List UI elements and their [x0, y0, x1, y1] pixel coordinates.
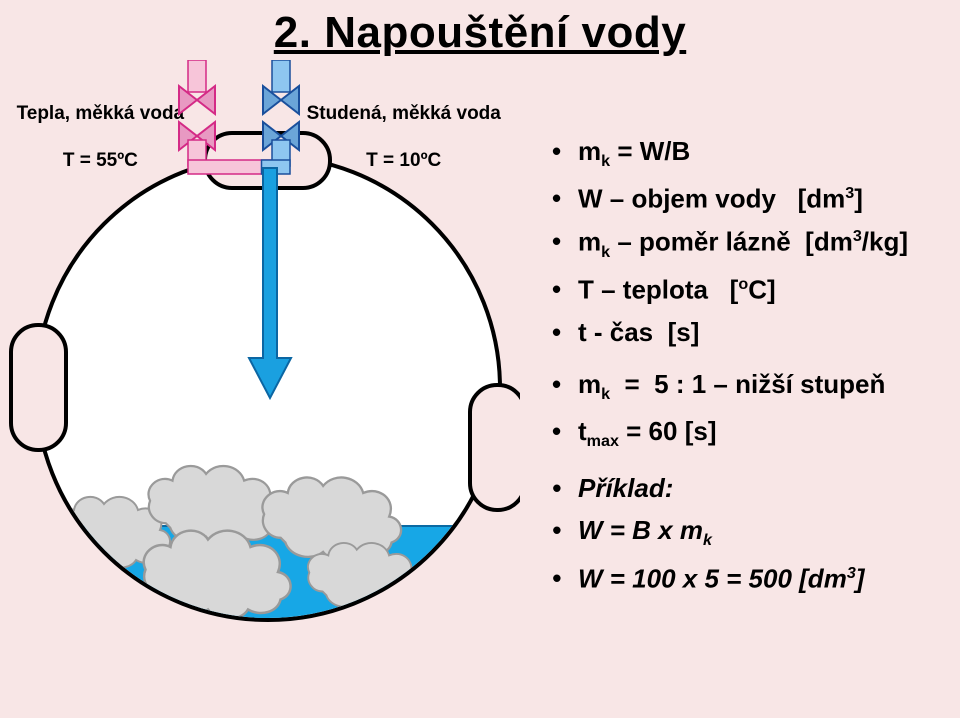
drum-notch-right	[470, 385, 520, 510]
definition-item: mk = W/B	[552, 138, 908, 169]
value-item: mk = 5 : 1 – nižší stupeň	[552, 371, 908, 402]
warm-pipe-horizontal	[188, 160, 274, 174]
bullet-group-example: Příklad: W = B x mk W = 100 x 5 = 500 [dm3…	[552, 475, 908, 591]
definition-item: t - čas [s]	[552, 319, 908, 345]
bullet-panel: mk = W/B W – objem vody [dm3] mk – poměr l…	[552, 138, 908, 607]
value-item: tmax = 60 [s]	[552, 418, 908, 449]
bullet-group-definitions: mk = W/B W – objem vody [dm3] mk – poměr l…	[552, 138, 908, 345]
definition-item: W – objem vody [dm3]	[552, 185, 908, 212]
example-item: Příklad:	[552, 475, 908, 501]
definition-item: T – teplota [oC]	[552, 276, 908, 303]
definition-item: mk – poměr lázně [dm3/kg]	[552, 228, 908, 260]
washer-diagram	[0, 60, 520, 700]
page-title: 2. Napouštění vody	[0, 8, 960, 58]
example-item: W = B x mk	[552, 517, 908, 548]
drum-notch-left	[11, 325, 66, 450]
example-item: W = 100 x 5 = 500 [dm3]	[552, 565, 908, 592]
cold-pipe-top	[272, 60, 290, 92]
warm-pipe-top	[188, 60, 206, 92]
bullet-group-values: mk = 5 : 1 – nižší stupeň tmax = 60 [s]	[552, 371, 908, 450]
